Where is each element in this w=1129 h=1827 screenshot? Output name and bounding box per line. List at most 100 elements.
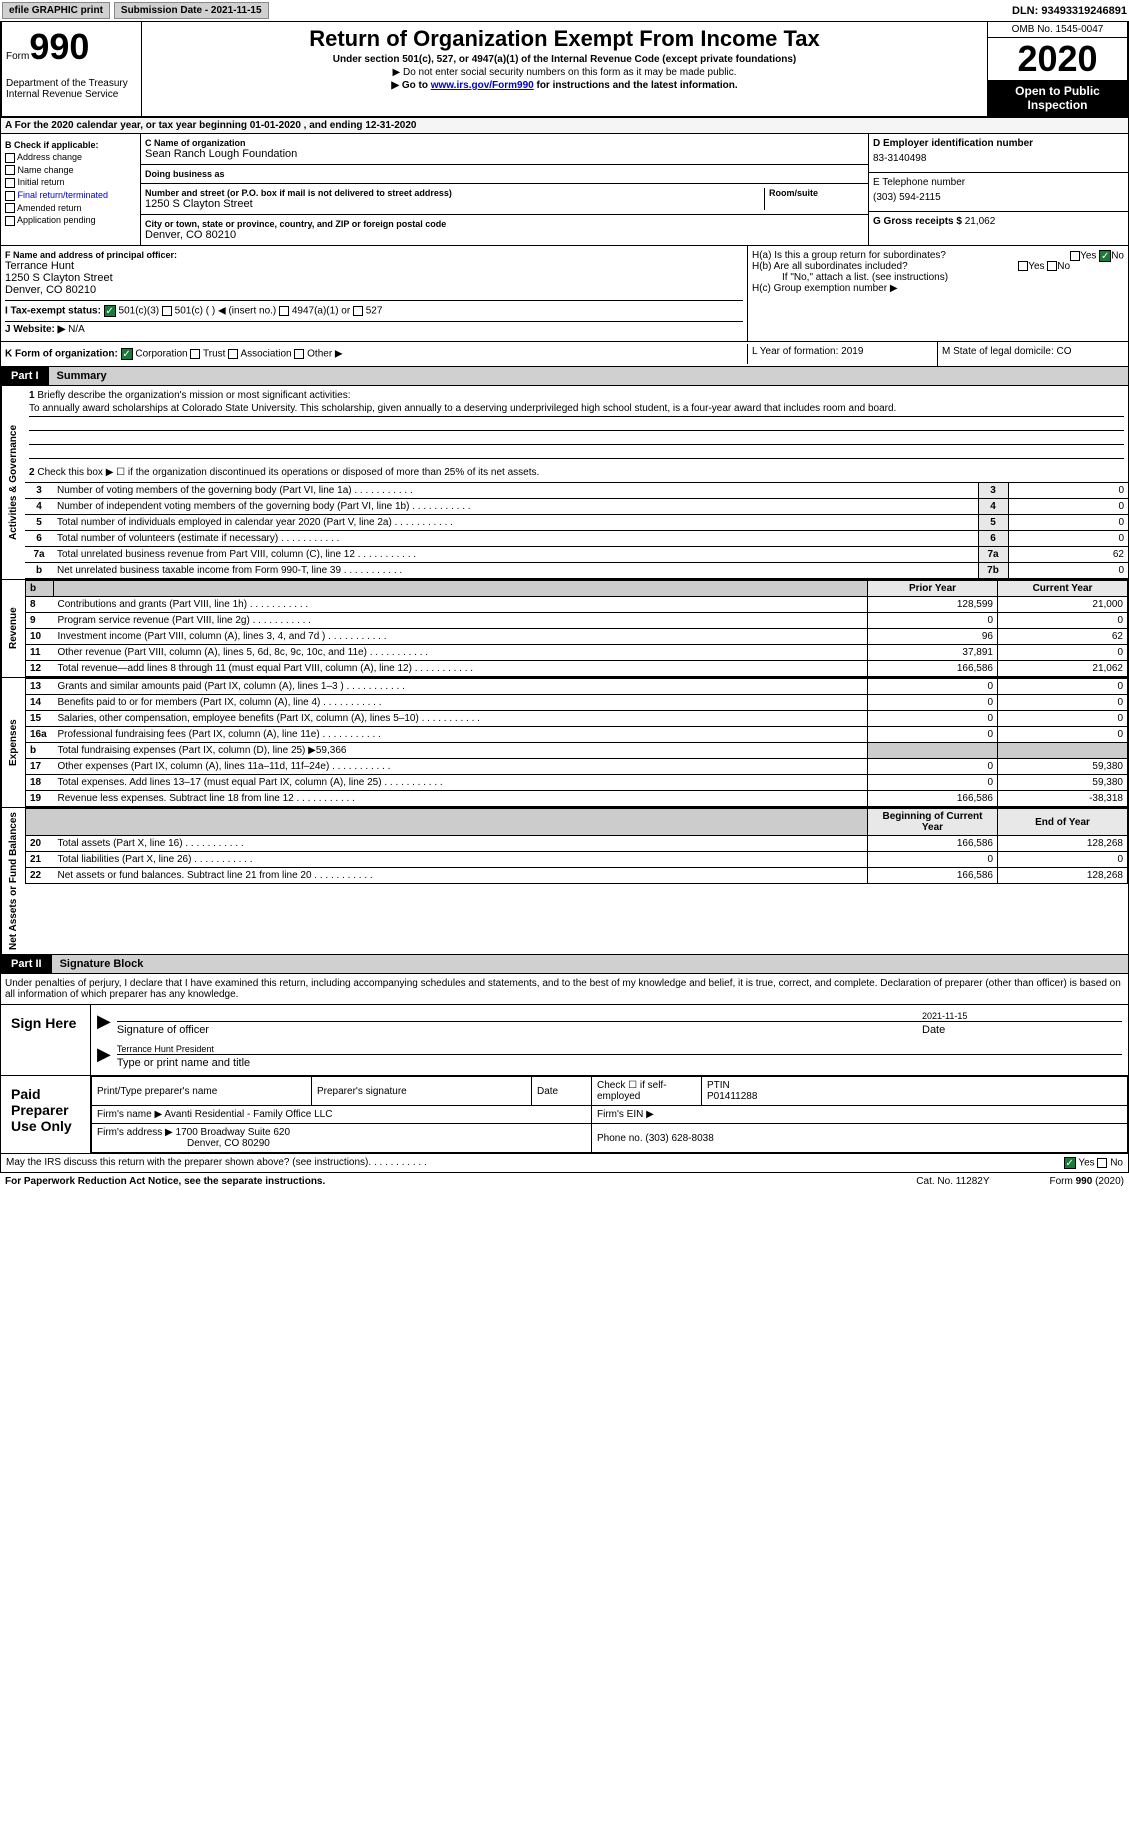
mission-text: To annually award scholarships at Colora… <box>29 401 1124 417</box>
subtitle-2: ▶ Do not enter social security numbers o… <box>146 67 983 78</box>
chk-discuss-yes[interactable]: ✓ <box>1064 1157 1076 1169</box>
open-inspection: Open to Public Inspection <box>988 80 1127 116</box>
footer-right: Form 990 (2020) <box>1050 1176 1125 1187</box>
opt-other: Other ▶ <box>307 349 342 360</box>
chk-ha-yes[interactable] <box>1070 251 1080 261</box>
chk-initial-return[interactable] <box>5 178 15 188</box>
chk-assoc[interactable] <box>228 349 238 359</box>
row-num: 21 <box>26 852 54 868</box>
sub3-post: for instructions and the latest informat… <box>534 80 738 91</box>
chk-name-change[interactable] <box>5 165 15 175</box>
row-num: 13 <box>26 679 54 695</box>
row-prior: 0 <box>868 727 998 743</box>
chk-trust[interactable] <box>190 349 200 359</box>
irs-link[interactable]: www.irs.gov/Form990 <box>431 80 534 91</box>
row-num: 11 <box>26 645 54 661</box>
row-num: 16a <box>26 727 54 743</box>
chk-ha-no[interactable]: ✓ <box>1099 250 1111 262</box>
col-b-checkboxes: B Check if applicable: Address change Na… <box>1 134 141 245</box>
form-number-box: Form990 Department of the Treasury Inter… <box>2 22 142 116</box>
firm-name-label: Firm's name ▶ <box>97 1109 164 1120</box>
phone-value: (303) 594-2115 <box>873 188 1124 207</box>
row-num: b <box>25 563 53 579</box>
chk-other[interactable] <box>294 349 304 359</box>
chk-501c3[interactable]: ✓ <box>104 305 116 317</box>
row-prior: 0 <box>868 775 998 791</box>
mission-num: 1 <box>29 390 35 401</box>
officer-addr2: Denver, CO 80210 <box>5 284 743 296</box>
submission-date-btn[interactable]: Submission Date - 2021-11-15 <box>114 2 269 19</box>
chk-discuss-no[interactable] <box>1097 1158 1107 1168</box>
firm-name: Avanti Residential - Family Office LLC <box>164 1109 332 1120</box>
chk-final-return[interactable] <box>5 191 15 201</box>
governance-section: Activities & Governance 1 Briefly descri… <box>0 386 1129 580</box>
prep-phone: (303) 628-8038 <box>645 1133 713 1144</box>
chk-address-change[interactable] <box>5 153 15 163</box>
row-current: 59,380 <box>998 775 1128 791</box>
row-box: 4 <box>978 499 1008 515</box>
preparer-row: Paid Preparer Use Only Print/Type prepar… <box>0 1076 1129 1154</box>
omb-number: OMB No. 1545-0047 <box>988 22 1127 38</box>
part2-header: Part II Signature Block <box>0 955 1129 974</box>
row-num: 8 <box>26 597 54 613</box>
discuss-yes: Yes <box>1078 1158 1094 1169</box>
row-num: 20 <box>26 836 54 852</box>
row-current: 21,000 <box>998 597 1128 613</box>
row-num: 14 <box>26 695 54 711</box>
chk-527[interactable] <box>353 306 363 316</box>
row-prior: 0 <box>868 852 998 868</box>
row-val: 62 <box>1008 547 1128 563</box>
row-label: Total revenue—add lines 8 through 11 (mu… <box>54 661 868 677</box>
row-box: 7b <box>978 563 1008 579</box>
opt-corp: Corporation <box>135 349 187 360</box>
efile-btn[interactable]: efile GRAPHIC print <box>2 2 110 19</box>
row-num: 3 <box>25 483 53 499</box>
mission-blank3 <box>29 445 1124 459</box>
row-current: 59,380 <box>998 759 1128 775</box>
chk-4947[interactable] <box>279 306 289 316</box>
hb-no: No <box>1057 261 1070 272</box>
opt-4947: 4947(a)(1) or <box>292 306 350 317</box>
row-val: 0 <box>1008 563 1128 579</box>
tax-year: 2020 <box>988 38 1127 80</box>
year-box: OMB No. 1545-0047 2020 Open to Public In… <box>987 22 1127 116</box>
row-current: 128,268 <box>998 868 1128 884</box>
row-prior: 0 <box>868 679 998 695</box>
revenue-section: Revenue bPrior YearCurrent Year 8Contrib… <box>0 580 1129 678</box>
vlabel-governance: Activities & Governance <box>1 386 25 579</box>
row-prior: 128,599 <box>868 597 998 613</box>
line2-text: Check this box ▶ ☐ if the organization d… <box>37 467 539 478</box>
chk-501c[interactable] <box>162 306 172 316</box>
lbl-name-change: Name change <box>18 165 74 175</box>
chk-app-pending[interactable] <box>5 216 15 226</box>
footer-left: For Paperwork Reduction Act Notice, see … <box>5 1176 325 1187</box>
row-current: 0 <box>998 695 1128 711</box>
chk-amended[interactable] <box>5 203 15 213</box>
hc-label: H(c) Group exemption number ▶ <box>752 283 1124 294</box>
row-num: 17 <box>26 759 54 775</box>
row-label: Other revenue (Part VIII, column (A), li… <box>54 645 868 661</box>
opt-501c: 501(c) ( ) ◀ (insert no.) <box>175 306 277 317</box>
lbl-app-pending: Application pending <box>17 215 96 225</box>
row-val: 0 <box>1008 483 1128 499</box>
netassets-section: Net Assets or Fund Balances Beginning of… <box>0 808 1129 955</box>
expenses-section: Expenses 13Grants and similar amounts pa… <box>0 678 1129 808</box>
sub-label: Submission Date - <box>121 5 211 16</box>
row-num: b <box>26 743 54 759</box>
vlabel-revenue: Revenue <box>1 580 25 677</box>
footer-mid: Cat. No. 11282Y <box>916 1176 989 1187</box>
chk-hb-no[interactable] <box>1047 261 1057 271</box>
ha-no: No <box>1111 251 1124 262</box>
chk-hb-yes[interactable] <box>1018 261 1028 271</box>
opt-trust: Trust <box>203 349 225 360</box>
sig-declaration: Under penalties of perjury, I declare th… <box>0 974 1129 1005</box>
row-label: Professional fundraising fees (Part IX, … <box>54 727 868 743</box>
part1-tab: Part I <box>1 367 49 385</box>
row-label: Total fundraising expenses (Part IX, col… <box>54 743 868 759</box>
dln-value: 93493319246891 <box>1041 5 1127 17</box>
mission-blank1 <box>29 417 1124 431</box>
vlabel-netassets: Net Assets or Fund Balances <box>1 808 25 954</box>
chk-corp[interactable]: ✓ <box>121 348 133 360</box>
firm-addr1: 1700 Broadway Suite 620 <box>176 1127 291 1138</box>
lower-block: F Name and address of principal officer:… <box>0 246 1129 342</box>
